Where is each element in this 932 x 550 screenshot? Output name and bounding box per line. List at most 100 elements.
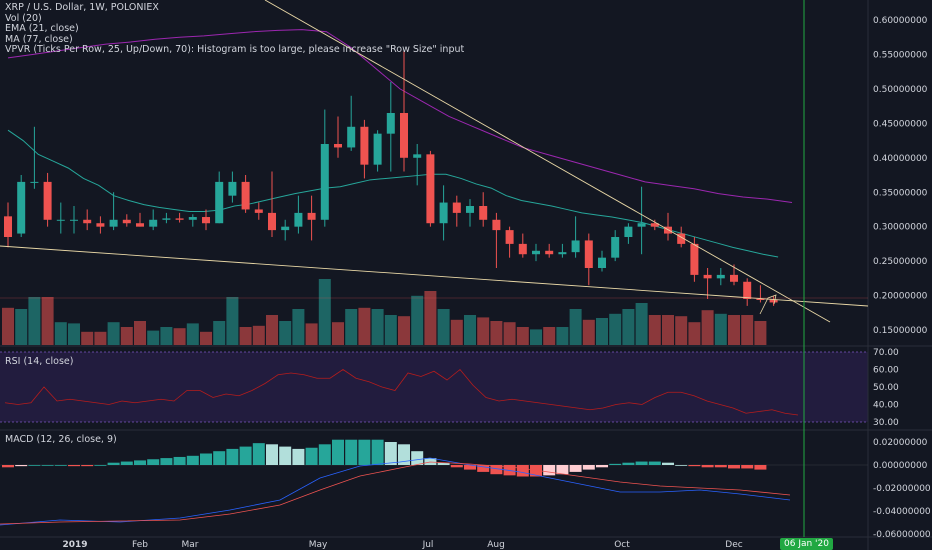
candle-body[interactable] (17, 181, 26, 234)
candle-body[interactable] (624, 226, 633, 237)
candle-body[interactable] (637, 223, 646, 227)
candle-body[interactable] (518, 243, 527, 255)
candlesticks[interactable] (4, 51, 778, 306)
price-axis[interactable]: 0.60000000 0.55000000 0.50000000 0.45000000… (873, 16, 928, 336)
candle-body[interactable] (730, 274, 738, 282)
ma-indicator-label[interactable]: MA (77, close) (5, 33, 73, 45)
candle-body[interactable] (202, 217, 210, 224)
volume-bar (279, 321, 292, 345)
candle-body[interactable] (426, 154, 435, 224)
candle-body[interactable] (373, 133, 382, 165)
candle-body[interactable] (136, 223, 144, 227)
candle-body[interactable] (30, 181, 39, 183)
candle-body[interactable] (743, 281, 752, 299)
macd-hist-bar (437, 462, 450, 465)
small-drawing[interactable] (759, 294, 777, 315)
candle-body[interactable] (122, 219, 131, 224)
macd-hist-bar (609, 463, 622, 465)
candle-body[interactable] (386, 113, 395, 134)
candle-body[interactable] (492, 219, 501, 231)
candle-body[interactable] (109, 219, 118, 227)
candle-body[interactable] (756, 299, 765, 300)
candle-body[interactable] (320, 144, 329, 220)
candle-body[interactable] (439, 202, 448, 224)
vpvr-indicator-label[interactable]: VPVR (Ticks Per Row, 25, Up/Down, 70): H… (5, 44, 465, 55)
ema-indicator-label[interactable]: EMA (21, close) (5, 23, 79, 34)
candle-body[interactable] (188, 217, 197, 220)
candle-body[interactable] (703, 274, 712, 279)
candle-body[interactable] (307, 212, 316, 220)
candle-body[interactable] (716, 274, 725, 279)
candle-body[interactable] (162, 218, 171, 220)
volume-bar (477, 317, 490, 345)
candle-body[interactable] (677, 233, 686, 244)
volume-bar (239, 327, 252, 345)
macd-hist-bar (213, 451, 226, 465)
rsi-tick-label: 30.00 (873, 418, 899, 428)
candle-body[interactable] (413, 154, 422, 158)
time-axis[interactable]: 2019 Feb Mar May Jul Aug Oct Dec (62, 540, 742, 550)
candle-body[interactable] (254, 209, 263, 213)
candle-body[interactable] (690, 243, 699, 275)
candle-body[interactable] (43, 181, 52, 220)
candle-body[interactable] (505, 230, 514, 244)
macd-hist-bar (28, 465, 41, 466)
volume-bar (714, 313, 727, 345)
candle-body[interactable] (584, 240, 593, 268)
candle-body[interactable] (400, 113, 408, 158)
candle-body[interactable] (611, 237, 620, 258)
macd-hist-bar (450, 465, 463, 468)
price-tick-label: 0.15000000 (873, 326, 928, 336)
candle-body[interactable] (452, 202, 461, 213)
candle-body[interactable] (4, 216, 12, 237)
candle-body[interactable] (175, 218, 184, 220)
candle-body[interactable] (360, 126, 369, 165)
candle-body[interactable] (241, 181, 250, 210)
support-trendline[interactable] (0, 245, 869, 307)
rsi-axis[interactable]: 70.00 60.00 50.00 40.00 30.00 (873, 348, 899, 428)
candle-body[interactable] (650, 223, 659, 227)
candle-body[interactable] (294, 212, 303, 227)
macd-hist-bar (94, 465, 107, 466)
symbol-title[interactable]: XRP / U.S. Dollar, 1W, POLONIEX (5, 2, 159, 13)
candle-body[interactable] (545, 250, 554, 255)
candle-body[interactable] (281, 226, 290, 231)
macd-indicator-label[interactable]: MACD (12, 26, close, 9) (5, 434, 117, 445)
volume-bar (2, 307, 14, 345)
candle-body[interactable] (532, 250, 540, 255)
candle-body[interactable] (83, 219, 92, 224)
candle-body[interactable] (334, 144, 342, 148)
rsi-path (4, 368, 799, 416)
time-tick-label: Feb (132, 540, 148, 550)
volume-bar (292, 309, 305, 345)
candle-body[interactable] (598, 257, 606, 268)
macd-axis[interactable]: 0.02000000 0.00000000 -0.02000000 -0.040000… (873, 438, 931, 540)
candle-body[interactable] (56, 219, 65, 221)
candle-body[interactable] (347, 126, 356, 148)
volume-bar (107, 322, 120, 345)
candle-body[interactable] (149, 219, 158, 227)
volume-bar (609, 313, 622, 345)
candle-body[interactable] (769, 299, 778, 303)
volume-bar (543, 327, 556, 345)
macd-hist-bar (714, 465, 727, 468)
candle-body[interactable] (215, 181, 224, 224)
candle-body[interactable] (70, 219, 78, 221)
candle-body[interactable] (268, 212, 276, 231)
candle-body[interactable] (558, 252, 567, 255)
volume-bar (582, 319, 595, 345)
rsi-indicator-label[interactable]: RSI (14, close) (5, 356, 74, 367)
candle-body[interactable] (466, 206, 474, 213)
descending-trendline[interactable] (264, 0, 831, 323)
macd-hist-bar (239, 446, 252, 465)
vol-indicator-label[interactable]: Vol (20) (5, 12, 42, 24)
macd-hist-bar (305, 447, 318, 465)
candle-body[interactable] (96, 223, 105, 227)
candle-body[interactable] (479, 206, 488, 220)
rsi-legend: RSI (14, close) (5, 356, 74, 368)
volume-bar (371, 309, 384, 345)
volume-bar (252, 325, 265, 345)
candle-body[interactable] (228, 181, 237, 196)
candle-body[interactable] (571, 240, 580, 253)
